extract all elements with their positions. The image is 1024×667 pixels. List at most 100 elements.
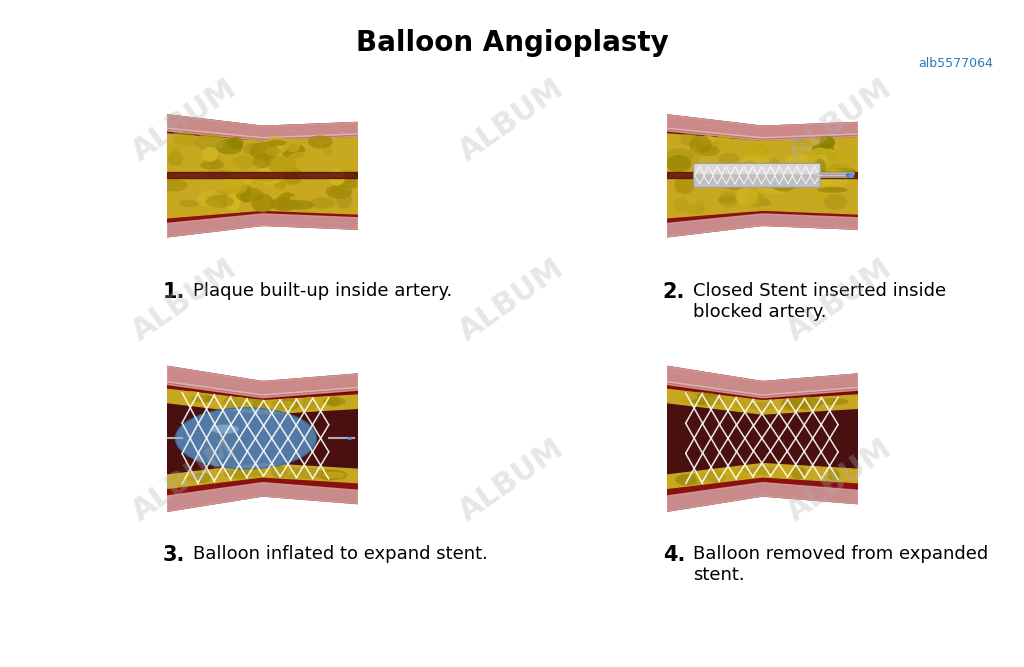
Ellipse shape: [242, 467, 265, 477]
Ellipse shape: [319, 398, 340, 406]
Ellipse shape: [795, 170, 814, 183]
Ellipse shape: [267, 400, 290, 410]
Ellipse shape: [250, 142, 279, 160]
Ellipse shape: [244, 143, 262, 155]
Text: 3.: 3.: [163, 545, 185, 565]
Ellipse shape: [323, 472, 345, 478]
Ellipse shape: [736, 187, 758, 205]
Ellipse shape: [680, 393, 700, 402]
Ellipse shape: [296, 468, 323, 479]
Ellipse shape: [323, 141, 332, 156]
Ellipse shape: [274, 179, 286, 189]
Ellipse shape: [723, 470, 748, 478]
Ellipse shape: [285, 200, 314, 210]
Ellipse shape: [282, 468, 295, 476]
Ellipse shape: [826, 163, 853, 179]
Ellipse shape: [746, 402, 777, 410]
Ellipse shape: [173, 132, 196, 147]
Ellipse shape: [317, 470, 340, 480]
Ellipse shape: [703, 136, 715, 155]
Ellipse shape: [162, 179, 187, 191]
Ellipse shape: [688, 147, 700, 163]
Ellipse shape: [680, 474, 710, 484]
Ellipse shape: [824, 194, 847, 210]
Ellipse shape: [674, 197, 689, 213]
Ellipse shape: [732, 467, 748, 480]
Ellipse shape: [693, 471, 713, 484]
Ellipse shape: [699, 142, 719, 152]
Ellipse shape: [696, 145, 720, 156]
Ellipse shape: [716, 135, 731, 149]
Ellipse shape: [223, 472, 239, 478]
Ellipse shape: [827, 469, 840, 481]
Ellipse shape: [710, 397, 726, 404]
Ellipse shape: [180, 391, 204, 404]
Ellipse shape: [263, 146, 275, 165]
Ellipse shape: [231, 155, 255, 169]
Ellipse shape: [271, 400, 287, 410]
Ellipse shape: [695, 199, 705, 211]
FancyBboxPatch shape: [693, 163, 820, 187]
Ellipse shape: [706, 470, 726, 482]
Ellipse shape: [172, 146, 180, 163]
Ellipse shape: [720, 397, 751, 408]
Ellipse shape: [792, 397, 822, 410]
Text: Balloon Angioplasty: Balloon Angioplasty: [355, 29, 669, 57]
Ellipse shape: [347, 437, 352, 440]
Ellipse shape: [328, 396, 340, 407]
FancyBboxPatch shape: [694, 174, 820, 187]
Ellipse shape: [681, 392, 709, 404]
Ellipse shape: [831, 167, 855, 175]
Ellipse shape: [206, 195, 233, 207]
Ellipse shape: [817, 187, 848, 193]
Ellipse shape: [165, 181, 186, 190]
Ellipse shape: [309, 197, 335, 209]
Ellipse shape: [791, 467, 806, 479]
Text: ALBUM: ALBUM: [126, 253, 243, 347]
Ellipse shape: [234, 467, 249, 480]
Ellipse shape: [689, 135, 712, 153]
Ellipse shape: [268, 401, 296, 409]
Ellipse shape: [270, 466, 287, 478]
Ellipse shape: [788, 140, 810, 146]
Ellipse shape: [248, 192, 278, 206]
Ellipse shape: [230, 398, 253, 409]
Ellipse shape: [270, 467, 294, 477]
Ellipse shape: [713, 398, 742, 405]
Ellipse shape: [781, 466, 802, 479]
Ellipse shape: [201, 159, 224, 170]
Ellipse shape: [329, 169, 345, 185]
Ellipse shape: [282, 143, 305, 159]
Ellipse shape: [322, 469, 339, 481]
Ellipse shape: [727, 400, 753, 406]
Ellipse shape: [740, 167, 753, 182]
Ellipse shape: [806, 183, 829, 199]
Ellipse shape: [691, 473, 720, 482]
Ellipse shape: [692, 393, 719, 406]
Text: ALBUM: ALBUM: [126, 73, 243, 167]
Ellipse shape: [825, 153, 843, 160]
Ellipse shape: [693, 396, 717, 403]
Ellipse shape: [748, 466, 776, 475]
Ellipse shape: [168, 152, 183, 166]
Ellipse shape: [818, 398, 849, 405]
Ellipse shape: [278, 200, 304, 209]
Ellipse shape: [752, 167, 770, 179]
Text: Balloon removed from expanded
stent.: Balloon removed from expanded stent.: [693, 545, 988, 584]
Text: ALBUM: ALBUM: [781, 434, 898, 527]
Ellipse shape: [230, 469, 250, 478]
Text: ALBUM: ALBUM: [454, 73, 570, 167]
Ellipse shape: [708, 396, 725, 406]
Ellipse shape: [226, 193, 240, 211]
Ellipse shape: [718, 153, 739, 164]
Text: 1.: 1.: [163, 282, 185, 302]
Ellipse shape: [197, 190, 225, 207]
Ellipse shape: [744, 196, 769, 207]
Text: Balloon inflated to expand stent.: Balloon inflated to expand stent.: [194, 545, 488, 563]
Ellipse shape: [780, 398, 803, 411]
Ellipse shape: [193, 473, 210, 483]
Ellipse shape: [252, 183, 266, 196]
Ellipse shape: [227, 137, 244, 149]
Ellipse shape: [762, 163, 773, 177]
Ellipse shape: [708, 471, 728, 481]
